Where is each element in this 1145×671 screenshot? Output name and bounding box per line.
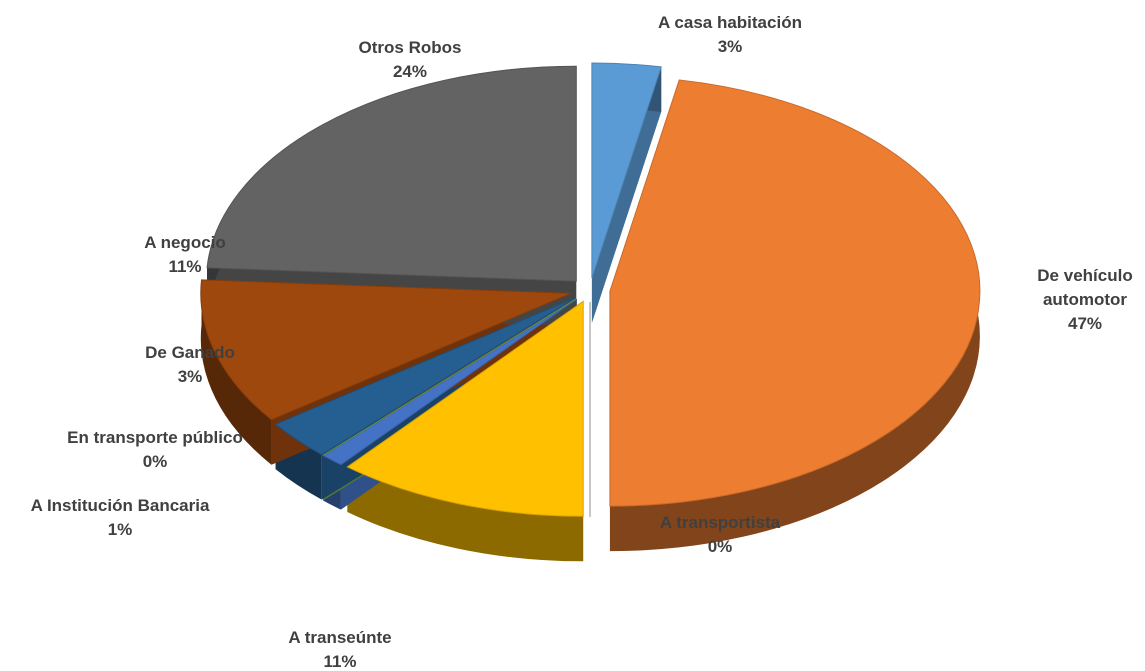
slice [322,298,577,456]
slice [200,279,571,421]
slice-value-label: 11% [168,257,202,276]
slice-category-label: A Institución Bancaria [30,496,210,515]
slice [591,62,662,279]
slice-label: Otros Robos 24% [359,36,462,84]
slice-category-label: A transportista [659,513,781,532]
slice-category-label: De vehículo automotor [1037,266,1133,309]
slice-side [200,279,272,465]
slice-category-label: Otros Robos [358,38,462,57]
slice-label: En transporte público 0% [67,426,243,474]
slice [346,300,584,517]
slice-value-label: 0% [707,537,733,556]
slice [609,79,981,507]
slice-value-label: 3% [717,37,743,56]
slice-label: A casa habitación 3% [658,11,802,59]
slice-value-label: 3% [177,367,203,386]
slice-label: A transeúnte 11% [288,626,391,671]
slice-label: A Institución Bancaria 1% [31,494,210,542]
slice-value-label: 24% [392,62,428,81]
slice-category-label: De Ganado [145,343,235,362]
slice-value-label: 0% [142,452,168,471]
slice-label: De vehículo automotor 47% [1025,264,1145,336]
slice-label: A negocio 11% [144,231,226,279]
slice-label: A transportista 0% [660,511,780,559]
slice-category-label: A transeúnte [288,628,392,647]
slice-value-label: 1% [107,520,133,539]
slice-value-label: 11% [323,652,357,671]
slice [274,297,576,456]
slice-category-label: En transporte público [67,428,243,447]
slice-category-label: A casa habitación [658,13,802,32]
slice-side [591,66,662,324]
slice-label: De Ganado 3% [145,341,235,389]
slice [206,65,577,282]
slice-category-label: A negocio [144,233,226,252]
slice-value-label: 47% [1067,314,1103,333]
